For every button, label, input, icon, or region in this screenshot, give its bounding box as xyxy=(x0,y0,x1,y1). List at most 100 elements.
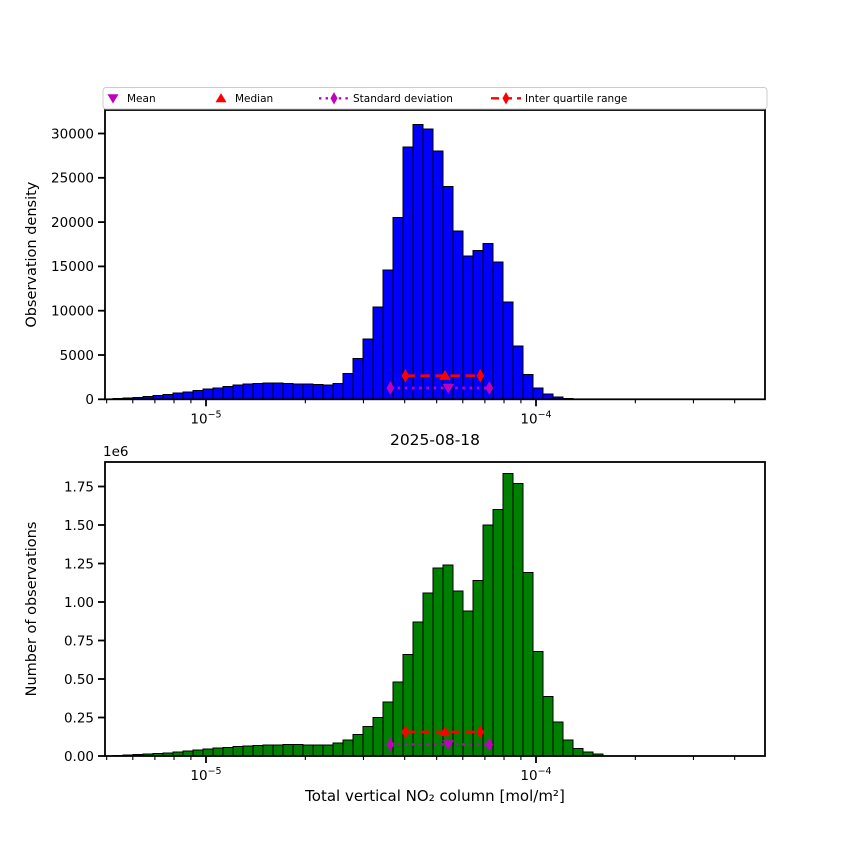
histogram-bar xyxy=(302,383,314,400)
top-y-axis-label: Observation density xyxy=(24,181,40,327)
x-axis-label: Total vertical NO₂ column [mol/m²] xyxy=(304,787,565,805)
y-tick-label: 0 xyxy=(85,392,94,408)
q3-diamond-icon xyxy=(476,725,485,739)
histogram-bar xyxy=(432,150,444,400)
histogram-bar xyxy=(432,567,444,757)
median-marker-triangle-up-icon xyxy=(439,726,451,737)
legend-frame xyxy=(102,87,768,110)
histogram-bar xyxy=(532,650,544,757)
histogram-bar xyxy=(202,748,214,757)
histogram-bar xyxy=(312,384,324,400)
histogram-bar xyxy=(372,306,384,400)
x-tick-label: 10−5 xyxy=(190,409,221,427)
histogram-bar xyxy=(522,572,534,757)
histogram-bar xyxy=(392,217,404,400)
histogram-bar xyxy=(562,739,574,757)
histogram-bar xyxy=(462,610,474,757)
std-high-diamond-icon xyxy=(485,737,494,752)
median-marker-triangle-up-icon xyxy=(439,370,451,380)
panel-top: 0 5000 10000 15000 20000 25000 30000 10−5 10−4 Ob… xyxy=(24,109,766,427)
histogram-bar xyxy=(342,739,354,757)
std-low-diamond-icon xyxy=(386,737,395,752)
histogram-bar xyxy=(332,742,344,757)
axes-frame xyxy=(104,109,766,401)
histogram-bar xyxy=(262,744,274,757)
legend-item-inter-quartile-range: Inter quartile range xyxy=(491,92,627,105)
histogram-bar xyxy=(362,338,374,400)
histogram-bar xyxy=(232,384,244,400)
histogram-bar xyxy=(492,509,504,757)
legend-label: Mean xyxy=(127,93,156,105)
histogram-bar xyxy=(382,269,394,400)
histogram-bar xyxy=(242,383,254,400)
legend-triangle-down-icon xyxy=(107,94,119,104)
y-tick-label: 30000 xyxy=(51,126,94,142)
histogram-bar xyxy=(332,382,344,400)
y-tick-label: 1.00 xyxy=(64,595,94,611)
histogram-bar xyxy=(212,747,224,757)
std-high-diamond-icon xyxy=(485,381,494,395)
histogram-bar xyxy=(212,387,224,400)
y-tick-label: 1.75 xyxy=(64,479,94,495)
legend-diamond-icon xyxy=(330,92,338,105)
histogram-bar xyxy=(262,382,274,400)
histogram-bar xyxy=(272,744,284,757)
panel-bottom: 0.00 0.25 0.50 0.75 1.00 1.25 1.50 1.75 10−5 10−4… xyxy=(24,461,766,784)
y-tick-label: 0.75 xyxy=(64,633,94,649)
histogram-bar xyxy=(282,382,294,400)
legend-item-mean: Mean xyxy=(107,93,156,105)
y-tick-label: 15000 xyxy=(51,259,94,275)
y-tick-label: 0.00 xyxy=(64,749,94,765)
histogram-bar xyxy=(272,382,284,400)
axes-frame xyxy=(104,461,766,757)
histogram-bar xyxy=(512,482,524,757)
histogram-bar xyxy=(222,746,234,757)
histogram-bar xyxy=(242,745,254,757)
legend-item-median: Median xyxy=(215,93,273,105)
histogram-bar xyxy=(542,696,554,757)
histogram-bar xyxy=(182,391,194,400)
histogram-bar xyxy=(532,387,544,400)
histogram-bar xyxy=(352,358,364,400)
histogram-bar xyxy=(362,726,374,757)
plot-title: 2025-08-18 xyxy=(390,431,480,449)
y-tick-label: 0.25 xyxy=(64,710,94,726)
mean-marker-triangle-down-icon xyxy=(442,383,455,394)
histogram-bar xyxy=(402,146,414,400)
histogram-bar xyxy=(502,472,514,757)
histogram-bar xyxy=(452,230,464,400)
histogram-bar xyxy=(202,388,214,400)
histogram-bar xyxy=(252,745,264,757)
histogram-bar xyxy=(222,385,234,400)
top-y-axis-ticks: 0 5000 10000 15000 20000 25000 30000 xyxy=(51,126,105,408)
y-tick-label: 0.50 xyxy=(64,672,94,688)
histogram-bar xyxy=(572,747,584,757)
q3-diamond-icon xyxy=(476,368,485,383)
histogram-bar xyxy=(192,389,204,400)
legend-triangle-up-icon xyxy=(215,93,227,103)
histogram-bar xyxy=(322,744,334,757)
histogram-bar xyxy=(412,621,424,757)
histogram-bar xyxy=(372,717,384,757)
histogram-bar xyxy=(492,261,504,400)
histogram-bar xyxy=(172,392,184,400)
legend-label: Standard deviation xyxy=(353,93,453,105)
q1-diamond-icon xyxy=(401,368,410,383)
y-tick-label: 1.25 xyxy=(64,556,94,572)
y-axis-offset-label: 1e6 xyxy=(103,444,128,460)
mean-marker-triangle-down-icon xyxy=(442,740,455,751)
q1-diamond-icon xyxy=(401,725,410,739)
histogram-bar xyxy=(312,744,324,757)
legend: Mean Median Standard deviation Inter quarti… xyxy=(102,87,768,110)
x-tick-label: 10−4 xyxy=(520,409,551,427)
histogram-bar xyxy=(482,242,494,400)
y-tick-label: 20000 xyxy=(51,215,94,231)
histogram-bar xyxy=(192,749,204,757)
histogram-bar xyxy=(322,384,334,400)
histogram-bar xyxy=(442,186,454,400)
histogram-bar xyxy=(512,345,524,400)
histogram-bar xyxy=(402,653,414,757)
histogram-bar xyxy=(502,301,514,400)
histogram-bar xyxy=(292,744,304,757)
